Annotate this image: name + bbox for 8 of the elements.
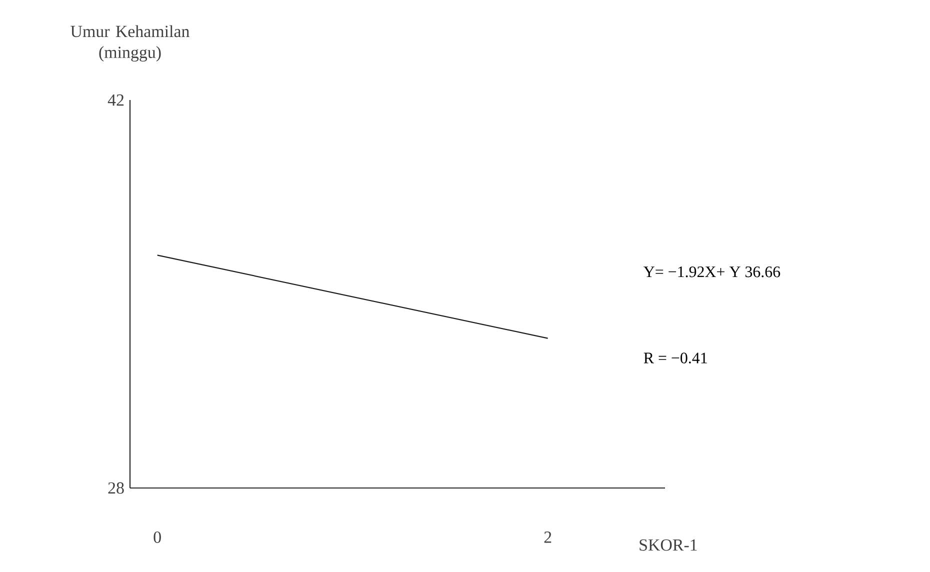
annotation: Y= −1.92X+ Y 36.66: [644, 266, 780, 278]
x-axis-title: SKOR-1: [640, 539, 697, 551]
y-tick-label: 28: [108, 482, 124, 494]
annotation: R = −0.41: [644, 352, 707, 364]
y-axis-title: Umur Kehamilan (minggu): [70, 25, 190, 62]
x-tick-label: 0: [154, 532, 161, 543]
y-tick-label: 42: [108, 94, 124, 106]
x-tick-label: 2: [544, 532, 552, 543]
